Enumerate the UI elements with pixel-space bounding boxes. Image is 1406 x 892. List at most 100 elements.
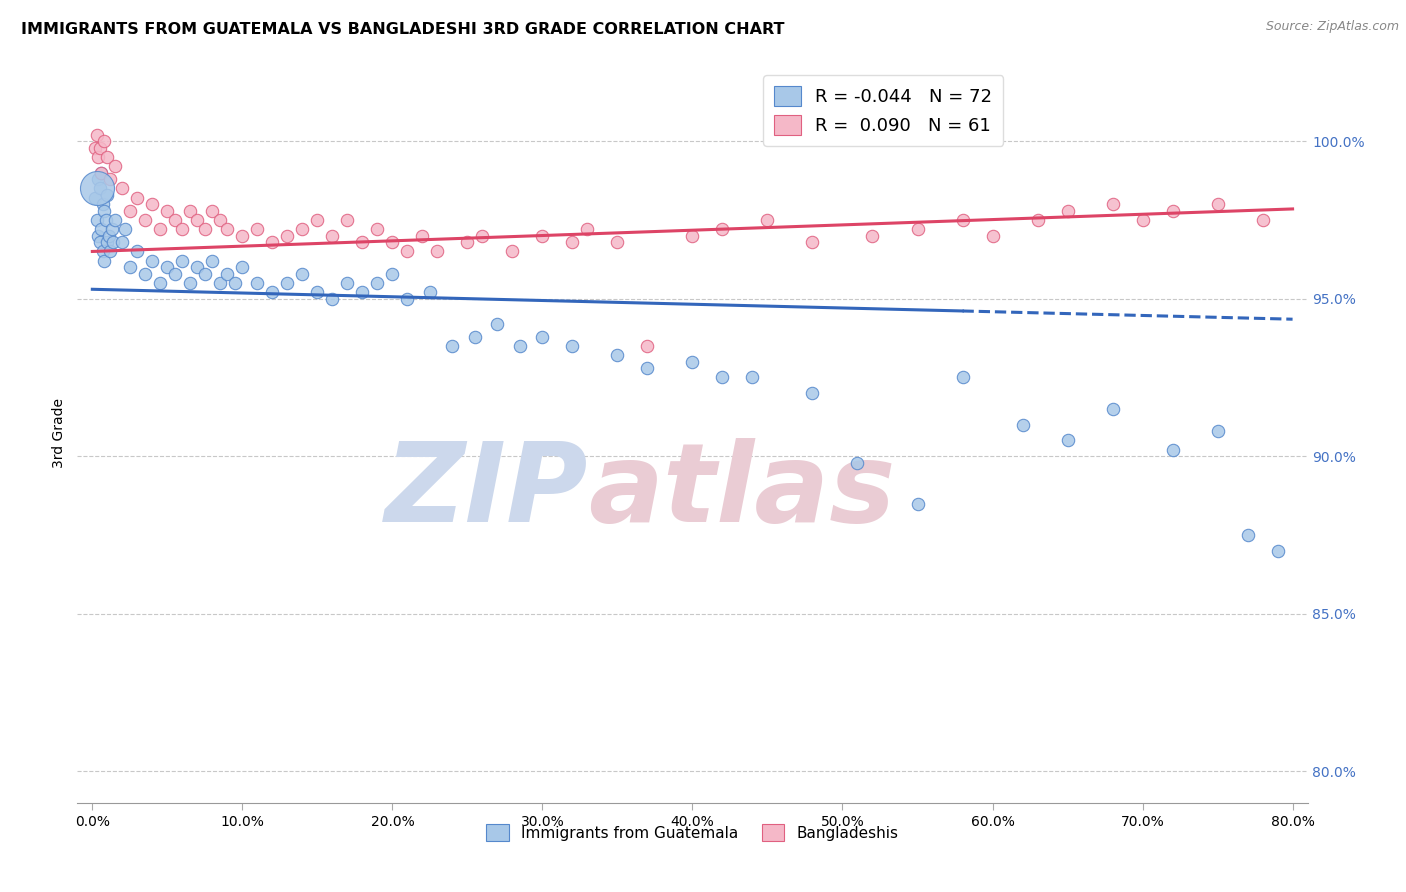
Point	[381, 267, 404, 281]
Point	[156, 260, 179, 275]
Text: atlas: atlas	[588, 438, 896, 545]
Point	[426, 244, 449, 259]
Point	[186, 213, 208, 227]
Point	[201, 254, 224, 268]
Point	[1011, 417, 1033, 432]
Point	[98, 172, 121, 186]
Point	[441, 339, 464, 353]
Point	[1056, 434, 1078, 448]
Point	[321, 292, 343, 306]
Point	[231, 228, 253, 243]
Y-axis label: 3rd Grade: 3rd Grade	[52, 398, 66, 467]
Point	[291, 222, 314, 236]
Point	[84, 191, 107, 205]
Point	[96, 187, 118, 202]
Point	[179, 203, 201, 218]
Point	[276, 276, 298, 290]
Point	[90, 222, 112, 236]
Point	[321, 228, 343, 243]
Point	[149, 222, 172, 236]
Point	[127, 191, 149, 205]
Point	[531, 228, 554, 243]
Point	[217, 222, 239, 236]
Legend: Immigrants from Guatemala, Bangladeshis: Immigrants from Guatemala, Bangladeshis	[479, 818, 905, 847]
Point	[396, 292, 419, 306]
Point	[172, 254, 194, 268]
Point	[91, 244, 114, 259]
Point	[606, 348, 628, 362]
Point	[636, 361, 658, 376]
Point	[86, 128, 108, 142]
Point	[217, 267, 239, 281]
Point	[163, 267, 186, 281]
Point	[576, 222, 599, 236]
Point	[501, 244, 523, 259]
Text: IMMIGRANTS FROM GUATEMALA VS BANGLADESHI 3RD GRADE CORRELATION CHART: IMMIGRANTS FROM GUATEMALA VS BANGLADESHI…	[21, 22, 785, 37]
Point	[93, 203, 115, 218]
Point	[636, 339, 658, 353]
Point	[94, 213, 117, 227]
Point	[907, 496, 929, 510]
Point	[366, 276, 388, 290]
Point	[561, 339, 583, 353]
Point	[141, 197, 163, 211]
Point	[208, 276, 231, 290]
Point	[93, 134, 115, 148]
Point	[103, 235, 125, 249]
Point	[682, 228, 704, 243]
Point	[172, 222, 194, 236]
Point	[276, 228, 298, 243]
Point	[104, 213, 127, 227]
Point	[486, 317, 509, 331]
Point	[127, 244, 149, 259]
Point	[307, 213, 329, 227]
Point	[711, 370, 734, 384]
Point	[179, 276, 201, 290]
Point	[149, 276, 172, 290]
Point	[118, 260, 141, 275]
Point	[1132, 213, 1154, 227]
Point	[90, 166, 112, 180]
Point	[141, 254, 163, 268]
Point	[464, 329, 486, 343]
Point	[96, 235, 118, 249]
Point	[801, 386, 824, 401]
Point	[134, 213, 156, 227]
Point	[87, 172, 110, 186]
Point	[756, 213, 779, 227]
Point	[89, 181, 111, 195]
Point	[111, 181, 134, 195]
Point	[231, 260, 253, 275]
Point	[952, 213, 974, 227]
Point	[262, 235, 284, 249]
Point	[86, 181, 108, 195]
Point	[952, 370, 974, 384]
Point	[509, 339, 531, 353]
Point	[1206, 424, 1229, 438]
Point	[741, 370, 763, 384]
Point	[89, 235, 111, 249]
Text: Source: ZipAtlas.com: Source: ZipAtlas.com	[1265, 20, 1399, 33]
Point	[89, 140, 111, 154]
Point	[118, 203, 141, 218]
Point	[711, 222, 734, 236]
Point	[981, 228, 1004, 243]
Point	[87, 150, 110, 164]
Point	[1251, 213, 1274, 227]
Point	[111, 235, 134, 249]
Point	[91, 197, 114, 211]
Point	[336, 276, 359, 290]
Point	[194, 222, 217, 236]
Point	[1056, 203, 1078, 218]
Point	[194, 267, 217, 281]
Point	[262, 285, 284, 300]
Point	[93, 254, 115, 268]
Point	[1161, 203, 1184, 218]
Point	[101, 222, 124, 236]
Point	[471, 228, 494, 243]
Point	[90, 166, 112, 180]
Point	[104, 160, 127, 174]
Point	[163, 213, 186, 227]
Point	[1026, 213, 1049, 227]
Point	[307, 285, 329, 300]
